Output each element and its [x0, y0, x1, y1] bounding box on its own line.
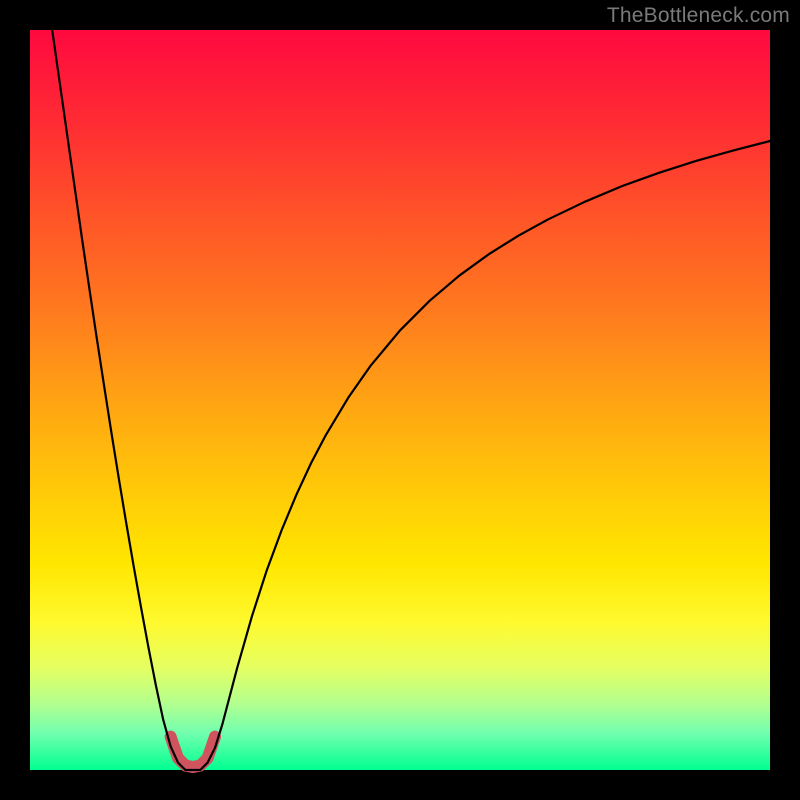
- bottleneck-chart-svg: [0, 0, 800, 800]
- plot-background: [30, 30, 770, 770]
- chart-canvas: TheBottleneck.com: [0, 0, 800, 800]
- watermark-label: TheBottleneck.com: [607, 4, 790, 28]
